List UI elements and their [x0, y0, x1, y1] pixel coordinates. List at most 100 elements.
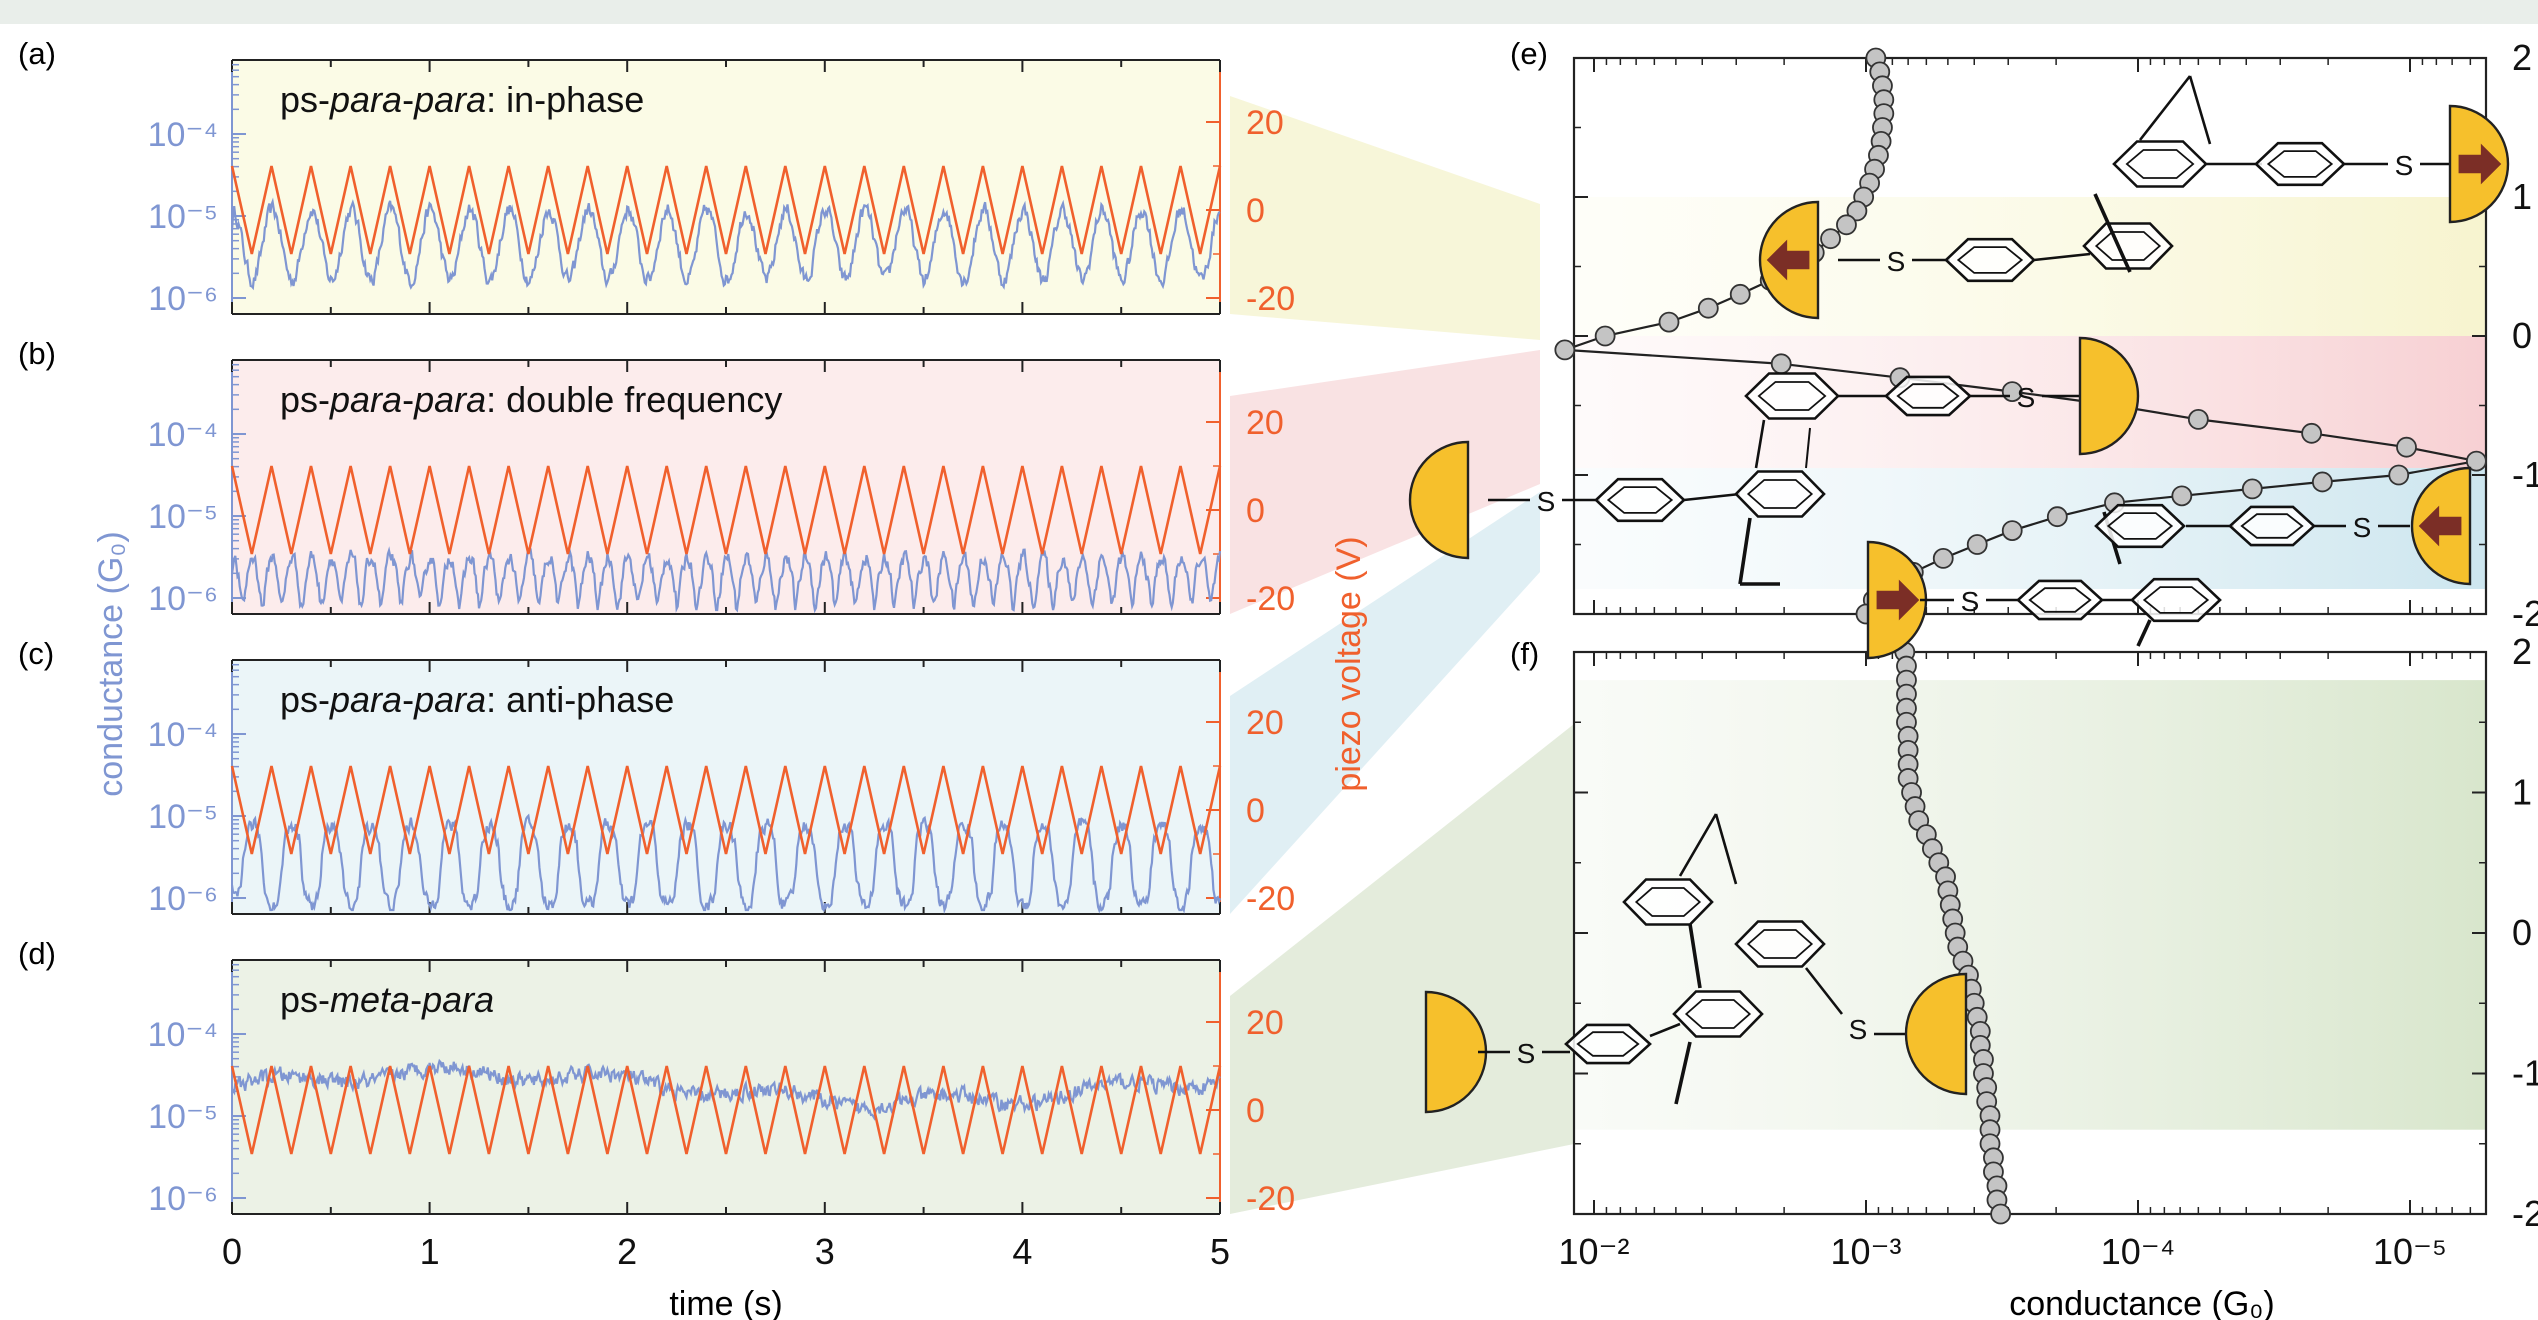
ring-f-d: [1734, 920, 1826, 968]
panel-title: ps-meta-para: [280, 979, 494, 1020]
y2-tick-label: -20: [1246, 580, 1295, 618]
y-tick-label: 10⁻⁴: [148, 116, 218, 154]
title-part: ps-: [280, 979, 330, 1020]
benzene-ring: [1622, 878, 1714, 926]
ring-e1-c: [2112, 140, 2208, 188]
y-tick-label: 10⁻⁶: [148, 580, 218, 618]
y2-tick-label: -20: [1246, 280, 1295, 318]
bond: [1674, 1041, 1692, 1105]
panel-label-f: (f): [1510, 636, 1539, 671]
data-point: [1820, 228, 1841, 250]
title-part: ps-: [280, 679, 330, 720]
bond: [2033, 252, 2091, 262]
title-part: : anti-phase: [486, 679, 674, 720]
band-double-frequency: [1574, 336, 2486, 469]
title-part: -: [402, 379, 414, 420]
benzene-ring: [1672, 990, 1764, 1038]
benzene-inner: [1956, 246, 2024, 274]
y2-tick-label: 20: [1246, 104, 1284, 142]
panel-label-d: (d): [18, 936, 56, 971]
data-point: [1594, 325, 1616, 347]
x-tick-label: 4: [1012, 1231, 1032, 1272]
benzene-inner: [1757, 381, 1827, 411]
benzene-ring: [2094, 503, 2186, 549]
panel-title: ps-para-para: double frequency: [280, 379, 782, 420]
piezo-series: [230, 465, 1222, 555]
benzene-inner: [1746, 929, 1814, 959]
title-part: para: [413, 679, 486, 720]
bond: [1804, 967, 1844, 1015]
bond: [2093, 193, 2132, 273]
gold-electrode-e2-right: [2078, 336, 2140, 456]
benzene-inner: [1746, 479, 1814, 509]
x-tick-label: 2: [617, 1231, 637, 1272]
y2-tick-label: 20: [1246, 1004, 1284, 1042]
title-part: para: [421, 979, 494, 1020]
data-point: [2241, 478, 2263, 500]
data-point: [1836, 214, 1857, 236]
title-part: para: [413, 379, 486, 420]
y-tick-label: 10⁻⁴: [148, 416, 218, 454]
y2-tick-label: -20: [1246, 1180, 1295, 1218]
time-axis-label: time (s): [669, 1285, 782, 1320]
y-tick-label: 10⁻⁶: [148, 1180, 218, 1218]
x-tick-label: 5: [1210, 1231, 1230, 1272]
panel-background: [232, 60, 1220, 314]
bond: [2138, 75, 2192, 141]
benzene-inner: [1684, 999, 1752, 1029]
title-part: : double frequency: [486, 379, 782, 420]
bond: [1683, 492, 1741, 502]
data-point: [2388, 464, 2410, 486]
y-tick-label: -1: [2512, 454, 2538, 495]
y-tick-label: 10⁻⁵: [148, 1098, 218, 1136]
benzene-inner: [1576, 1031, 1640, 1057]
y-tick-label: -1: [2512, 1053, 2538, 1094]
fan-double-frequency: [1230, 350, 1540, 614]
y-tick-label: 10⁻⁴: [148, 1016, 218, 1054]
y-tick-label: -2: [2512, 1193, 2538, 1234]
ring-e1-d: [2254, 141, 2346, 187]
y-tick-label: 0: [2512, 315, 2532, 356]
bond: [1688, 923, 1702, 989]
y-tick-label: 10⁻⁶: [148, 880, 218, 918]
sulfur-label: S: [2353, 512, 2372, 543]
bond: [2188, 75, 2212, 145]
y-tick-label: 10⁻⁵: [148, 198, 218, 236]
title-part: para: [413, 79, 486, 120]
x-tick-label: 0: [222, 1231, 242, 1272]
y-tick-label: 2: [2512, 631, 2532, 672]
ring-f-a: [1564, 1023, 1652, 1065]
y2-tick-label: 0: [1246, 192, 1265, 230]
ring-e3-b: [2130, 577, 2222, 623]
benzene-ring: [2130, 577, 2222, 623]
x-tick-label: 10⁻⁴: [2101, 1231, 2176, 1272]
x-tick-label: 10⁻³: [1830, 1231, 1901, 1272]
data-point: [1846, 200, 1868, 222]
benzene-inner: [2125, 149, 2195, 179]
band-anti-phase: [1574, 468, 2486, 589]
fan-anti-phase: [1230, 492, 1540, 914]
band-meta-para: [1574, 680, 2486, 1130]
bond: [1754, 419, 1766, 469]
sulfur-label: S: [1517, 1038, 1536, 1069]
benzene-inner: [2028, 587, 2092, 613]
panel-title: ps-para-para: in-phase: [280, 79, 644, 120]
y2-tick-label: -20: [1246, 880, 1295, 918]
gold-electrode: [1904, 972, 1968, 1096]
y-tick-label: 10⁻⁶: [148, 280, 218, 318]
x-tick-label: 1: [420, 1231, 440, 1272]
band-in-phase: [1574, 197, 2486, 336]
panel-label-e: (e): [1510, 36, 1548, 71]
data-point: [2396, 436, 2417, 458]
top-strip: [0, 0, 2538, 24]
title-part: ps-: [280, 379, 330, 420]
bond: [1714, 813, 1738, 885]
right-conductance-axis-label: conductance (G₀): [2009, 1285, 2274, 1320]
gold-electrode-e3-left: [1866, 540, 1928, 660]
left-arrow-icon: [1766, 239, 1810, 281]
title-part: meta: [330, 979, 410, 1020]
sulfur-label: S: [1849, 1014, 1868, 1045]
gold-electrode-f-left: [1424, 990, 1488, 1114]
